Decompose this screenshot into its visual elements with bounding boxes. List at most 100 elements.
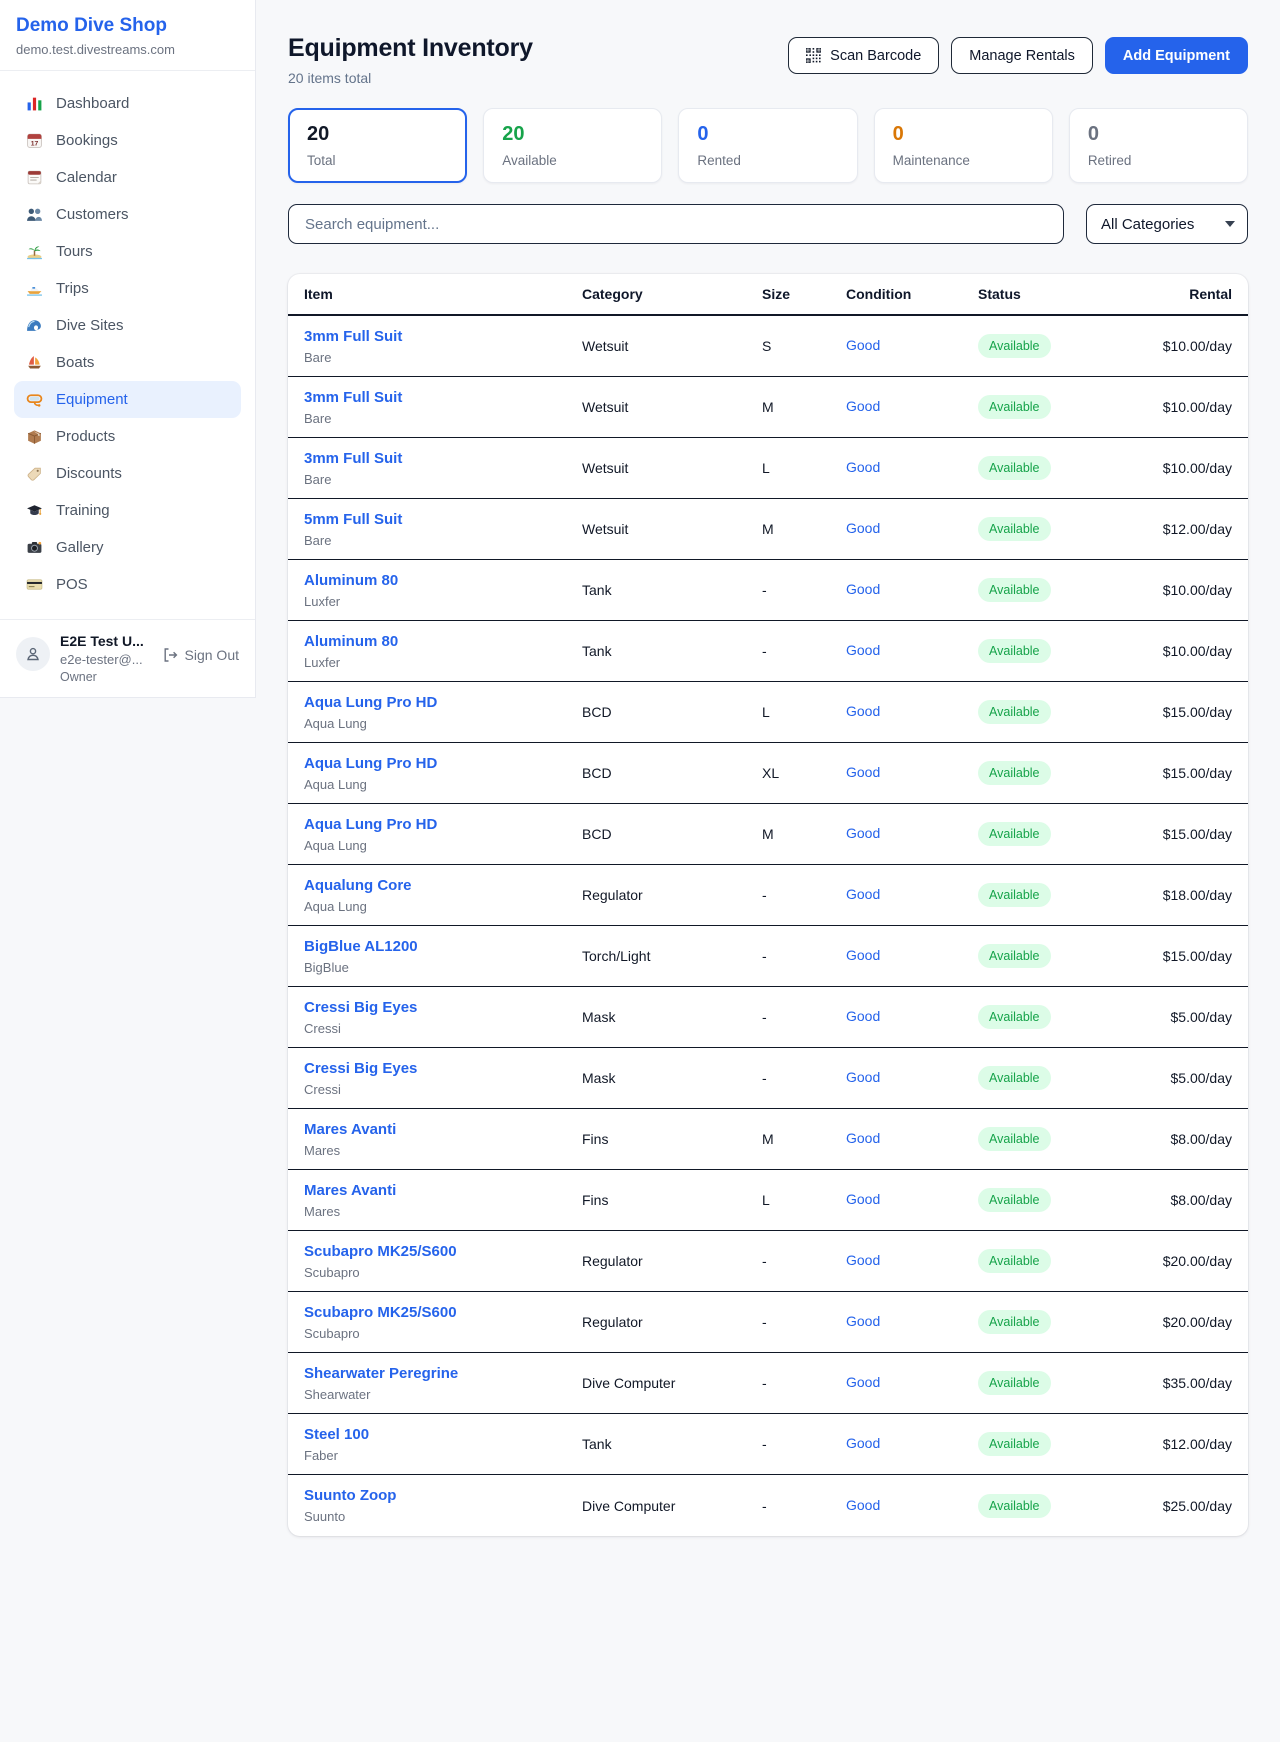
item-name-link[interactable]: 3mm Full Suit (304, 388, 403, 406)
sidebar-item-boats[interactable]: Boats (14, 344, 241, 381)
item-brand: Bare (304, 410, 332, 426)
sidebar-item-products[interactable]: Products (14, 418, 241, 455)
item-rental-rate: $20.00/day (1162, 1314, 1232, 1330)
status-badge: Available (978, 700, 1051, 724)
sign-out-button[interactable]: Sign Out (162, 647, 239, 663)
item-condition-link[interactable]: Good (846, 947, 881, 963)
item-category: Dive Computer (582, 1497, 676, 1514)
item-category: Dive Computer (582, 1375, 676, 1391)
item-condition-link[interactable]: Good (846, 1496, 881, 1513)
item-brand: Cressi (304, 1081, 341, 1097)
item-rental-rate: $15.00/day (1162, 826, 1232, 842)
manage-rentals-button[interactable]: Manage Rentals (951, 37, 1093, 74)
item-brand: Scubapro (304, 1325, 360, 1341)
category-select[interactable]: All Categories (1086, 204, 1248, 244)
add-equipment-button[interactable]: Add Equipment (1104, 37, 1248, 74)
item-name-link[interactable]: 3mm Full Suit (304, 327, 403, 345)
sidebar-item-training[interactable]: Training (14, 492, 241, 529)
sidebar-item-dive-sites[interactable]: Dive Sites (14, 307, 241, 344)
sidebar-item-bookings[interactable]: 17 Bookings (14, 122, 241, 159)
item-name-link[interactable]: Scubapro MK25/S600 (304, 1303, 457, 1321)
item-rental-rate: $18.00/day (1162, 887, 1232, 903)
item-rental-rate: $10.00/day (1162, 338, 1232, 354)
camera-icon (27, 541, 42, 553)
item-name-link[interactable]: Aqua Lung Pro HD (304, 815, 438, 833)
stat-card-maintenance[interactable]: 0 Maintenance (873, 108, 1053, 183)
item-name-link[interactable]: Shearwater Peregrine (304, 1364, 459, 1382)
sidebar-item-calendar[interactable]: Calendar (14, 159, 241, 196)
status-badge: Available (978, 517, 1051, 541)
qr-barcode-icon (806, 48, 822, 63)
item-condition-link[interactable]: Good (846, 459, 881, 475)
item-name-link[interactable]: Cressi Big Eyes (304, 1059, 418, 1077)
stat-value-retired: 0 (1087, 123, 1099, 145)
search-input[interactable] (288, 204, 1064, 244)
item-condition-link[interactable]: Good (846, 886, 881, 902)
item-condition-link[interactable]: Good (846, 581, 881, 597)
item-name-link[interactable]: Suunto Zoop (304, 1487, 397, 1504)
item-condition-link[interactable]: Good (846, 1191, 881, 1207)
item-condition-link[interactable]: Good (846, 642, 881, 658)
stat-card-rented[interactable]: 0 Rented (678, 108, 858, 183)
item-name-link[interactable]: Aqua Lung Pro HD (304, 693, 438, 711)
item-condition-link[interactable]: Good (846, 1069, 881, 1085)
item-condition-link[interactable]: Good (846, 1130, 881, 1146)
item-category: Fins (582, 1131, 609, 1147)
item-name-link[interactable]: Aqua Lung Pro HD (304, 754, 438, 772)
sidebar-item-pos[interactable]: POS (14, 566, 241, 603)
item-condition-link[interactable]: Good (846, 1313, 881, 1329)
status-badge: Available (978, 1310, 1051, 1334)
item-name-link[interactable]: Aqualung Core (304, 876, 412, 894)
table-row: Scubapro MK25/S600 Scubapro Regulator - … (288, 1292, 1248, 1353)
stat-card-available[interactable]: 20 Available (483, 108, 663, 183)
item-size: - (762, 1070, 767, 1086)
item-condition-link[interactable]: Good (846, 520, 881, 536)
item-name-link[interactable]: 5mm Full Suit (304, 510, 403, 528)
status-badge: Available (978, 822, 1051, 846)
tag-icon (27, 467, 41, 481)
item-condition-link[interactable]: Good (846, 398, 881, 414)
item-brand: BigBlue (304, 959, 349, 975)
status-badge: Available (978, 1005, 1051, 1029)
col-category: Category (582, 286, 643, 302)
item-brand: Shearwater (304, 1386, 371, 1402)
item-condition-link[interactable]: Good (846, 764, 881, 780)
sidebar-item-trips[interactable]: Trips (14, 270, 241, 307)
status-badge: Available (978, 1066, 1051, 1090)
sidebar-item-gallery[interactable]: Gallery (14, 529, 241, 566)
item-name-link[interactable]: Scubapro MK25/S600 (304, 1242, 457, 1260)
item-condition-link[interactable]: Good (846, 825, 881, 841)
sidebar-item-discounts[interactable]: Discounts (14, 455, 241, 492)
item-rental-rate: $20.00/day (1162, 1253, 1232, 1269)
item-name-link[interactable]: BigBlue AL1200 (304, 937, 418, 955)
item-name-link[interactable]: Cressi Big Eyes (304, 998, 418, 1016)
table-row: Aluminum 80 Luxfer Tank - Good Available… (288, 621, 1248, 682)
sidebar-item-tours[interactable]: Tours (14, 233, 241, 270)
sidebar-item-equipment[interactable]: Equipment (14, 381, 241, 418)
item-name-link[interactable]: Mares Avanti (304, 1120, 397, 1138)
stat-card-retired[interactable]: 0 Retired (1068, 108, 1249, 183)
item-name-link[interactable]: Mares Avanti (304, 1181, 397, 1199)
item-condition-link[interactable]: Good (846, 1435, 881, 1451)
item-name-link[interactable]: Aluminum 80 (304, 632, 399, 650)
item-rental-rate: $8.00/day (1170, 1192, 1233, 1208)
item-name-link[interactable]: Aluminum 80 (304, 571, 399, 589)
user-name: E2E Test U... (60, 633, 144, 649)
item-name-link[interactable]: 3mm Full Suit (304, 449, 403, 467)
page-header: Equipment Inventory 20 items total Scan … (288, 34, 1248, 86)
item-brand: Mares (304, 1203, 341, 1219)
scan-barcode-button[interactable]: Scan Barcode (788, 37, 940, 74)
item-rental-rate: $12.00/day (1162, 521, 1232, 537)
avatar (16, 637, 50, 671)
sidebar-item-dashboard[interactable]: Dashboard (14, 85, 241, 122)
item-condition-link[interactable]: Good (846, 1252, 881, 1268)
item-condition-link[interactable]: Good (846, 703, 881, 719)
item-condition-link[interactable]: Good (846, 337, 881, 353)
stat-card-total[interactable]: 20 Total (288, 108, 468, 183)
sidebar-item-customers[interactable]: Customers (14, 196, 241, 233)
item-condition-link[interactable]: Good (846, 1008, 881, 1024)
item-condition-link[interactable]: Good (846, 1374, 881, 1390)
item-name-link[interactable]: Steel 100 (304, 1425, 370, 1443)
col-item: Item (304, 286, 333, 302)
item-brand: Mares (304, 1142, 341, 1158)
